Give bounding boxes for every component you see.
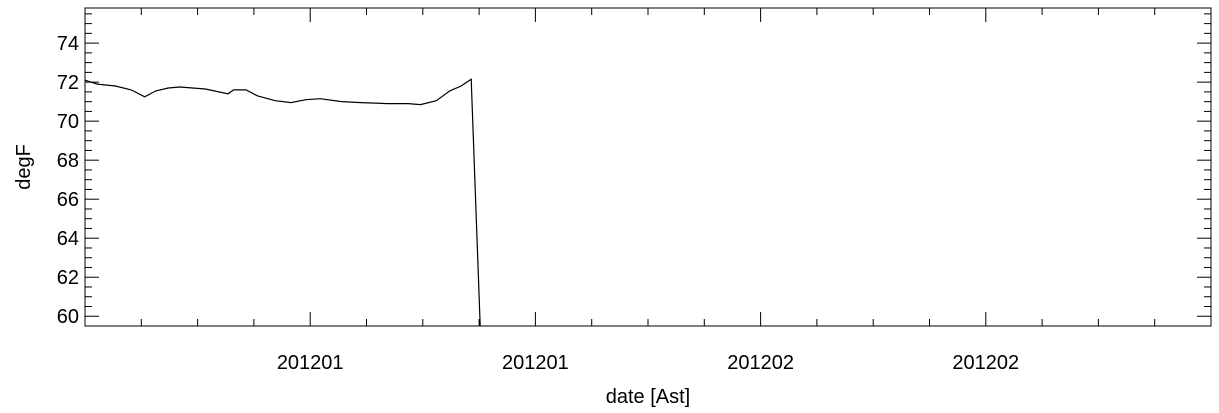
y-tick-label: 66 (57, 189, 79, 211)
series-line-0 (84, 78, 481, 327)
y-tick-label: 74 (57, 33, 79, 55)
x-tick-label: 201202 (952, 352, 1019, 374)
y-tick-label: 68 (57, 150, 79, 172)
y-axis-label: degF (13, 144, 35, 190)
x-tick-label: 201201 (277, 352, 344, 374)
x-axis-label: date [Ast] (606, 386, 691, 408)
x-tick-label: 201202 (727, 352, 794, 374)
y-tick-label: 60 (57, 306, 79, 328)
y-tick-label: 64 (57, 228, 79, 250)
plot-frame (84, 7, 1212, 327)
y-tick-label: 70 (57, 111, 79, 133)
y-tick-label: 62 (57, 267, 79, 289)
x-tick-label: 201201 (502, 352, 569, 374)
axis-ticks (85, 8, 1211, 327)
tick-labels: 60 62 64 66 68 70 72 74 201201 201201 201202 201202 (57, 33, 1019, 374)
series-group (84, 78, 481, 327)
y-tick-label: 72 (57, 72, 79, 94)
